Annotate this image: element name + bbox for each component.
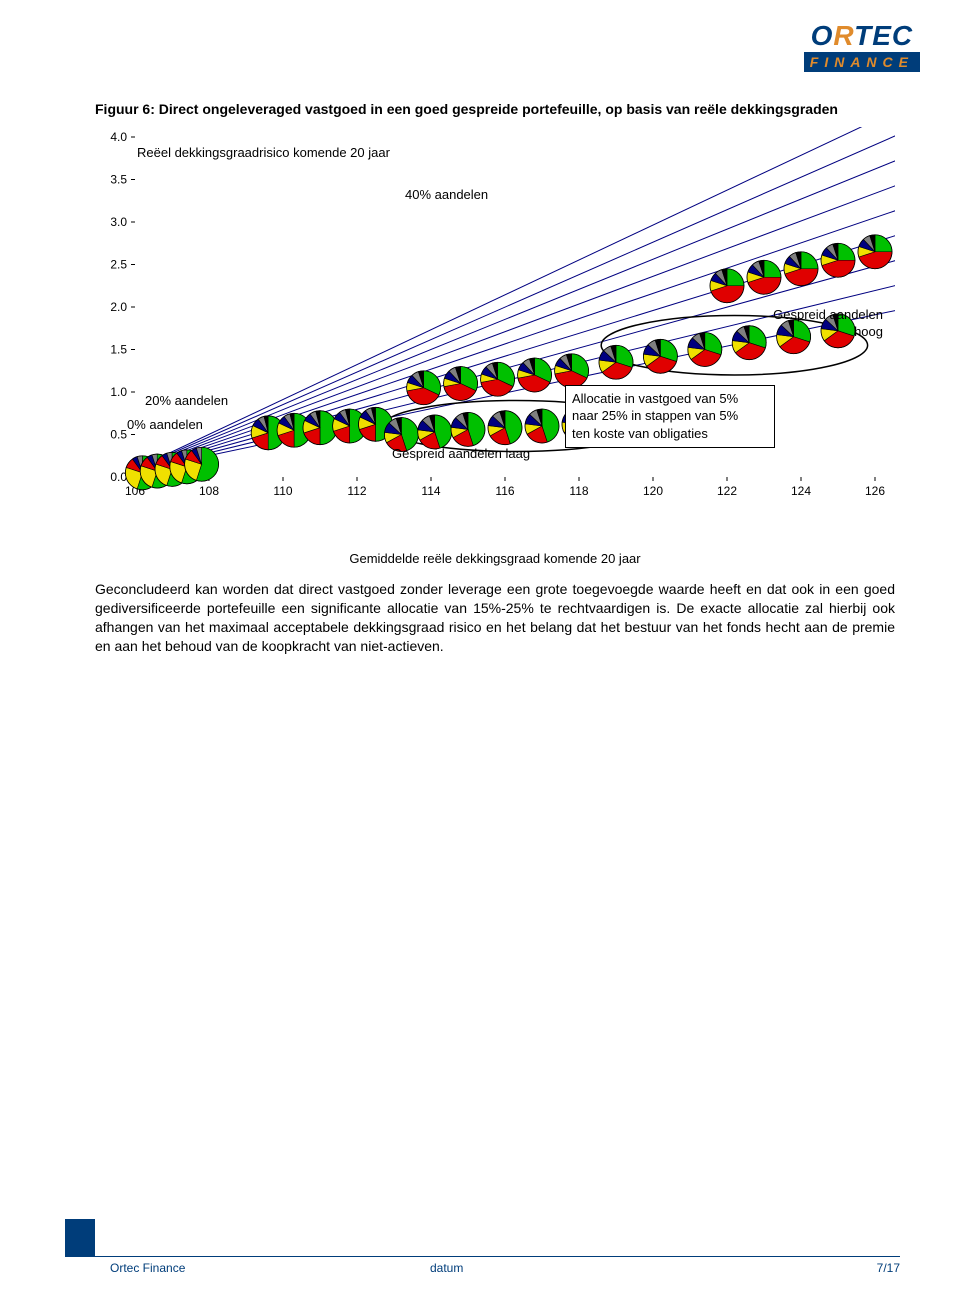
svg-text:126: 126 xyxy=(865,484,885,498)
annotation-40-aandelen: 40% aandelen xyxy=(405,187,488,204)
svg-text:0.0: 0.0 xyxy=(110,470,127,484)
svg-text:112: 112 xyxy=(347,484,366,498)
footer-rule xyxy=(65,1256,900,1257)
x-axis-label: Gemiddelde reële dekkingsgraad komende 2… xyxy=(95,551,895,566)
footer-accent-block xyxy=(65,1219,95,1257)
brand-logo: ORTEC FINANCE xyxy=(804,20,920,72)
svg-text:2.0: 2.0 xyxy=(110,300,127,314)
svg-text:114: 114 xyxy=(421,484,440,498)
svg-text:116: 116 xyxy=(495,484,514,498)
footer-right: 7/17 xyxy=(877,1261,900,1275)
svg-text:118: 118 xyxy=(569,484,588,498)
svg-text:124: 124 xyxy=(791,484,811,498)
logo-wordmark: ORTEC xyxy=(804,20,920,52)
annotation-20-aandelen: 20% aandelen xyxy=(145,393,228,410)
annotation-0-aandelen: 0% aandelen xyxy=(127,417,203,434)
annotation-gespreid-laag: Gespreid aandelen laag xyxy=(392,446,530,463)
logo-subline: FINANCE xyxy=(804,52,920,72)
svg-text:3.5: 3.5 xyxy=(110,172,127,186)
svg-text:120: 120 xyxy=(643,484,663,498)
svg-text:3.0: 3.0 xyxy=(110,215,127,229)
svg-text:2.5: 2.5 xyxy=(110,257,127,271)
svg-text:4.0: 4.0 xyxy=(110,130,127,144)
svg-text:1.5: 1.5 xyxy=(110,342,127,356)
svg-text:108: 108 xyxy=(199,484,219,498)
page-footer: Ortec Finance datum 7/17 xyxy=(0,1229,960,1279)
y-axis-label: Reëel dekkingsgraadrisico komende 20 jaa… xyxy=(137,145,390,162)
svg-text:122: 122 xyxy=(717,484,737,498)
page-content: Figuur 6: Direct ongeleveraged vastgoed … xyxy=(95,100,895,655)
figure-title: Figuur 6: Direct ongeleveraged vastgoed … xyxy=(95,100,895,119)
body-paragraph: Geconcludeerd kan worden dat direct vast… xyxy=(95,580,895,656)
svg-text:1.0: 1.0 xyxy=(110,385,127,399)
svg-text:110: 110 xyxy=(273,484,292,498)
chart-container: 0.00.51.01.52.02.53.03.54.01061081101121… xyxy=(95,127,895,547)
callout-allocatie: Allocatie in vastgoed van 5% naar 25% in… xyxy=(565,385,775,448)
annotation-gespreid-hoog: Gespreid aandelen hoog xyxy=(773,307,883,341)
footer-left: Ortec Finance xyxy=(110,1261,185,1275)
footer-center: datum xyxy=(430,1261,463,1275)
svg-text:0.5: 0.5 xyxy=(110,427,127,441)
